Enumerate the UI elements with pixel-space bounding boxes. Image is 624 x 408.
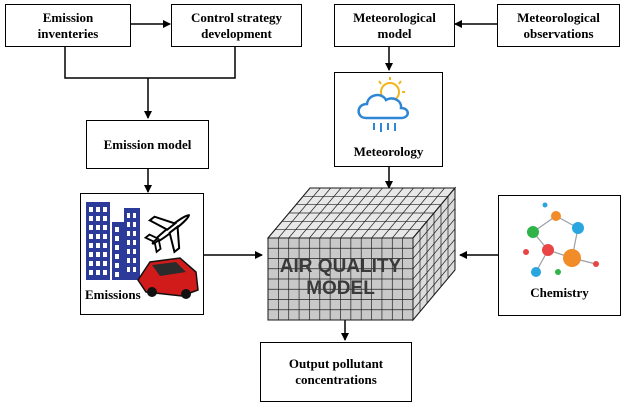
- emissions-box: [80, 193, 204, 315]
- cloud-sun-rain-icon: [357, 77, 409, 132]
- meteorological-model-label: Meteorological model: [353, 9, 436, 41]
- chemistry-label: Chemistry: [530, 285, 589, 300]
- output-box: Output pollutant concentrations: [260, 342, 412, 402]
- merge-line-left: [64, 46, 236, 79]
- airplane-icon: [143, 214, 191, 254]
- grid-cube-icon: [266, 186, 457, 322]
- buildings-icon: [86, 202, 140, 280]
- meteorological-observations-box: Meteorological observations: [497, 4, 620, 47]
- molecules-icon: [523, 202, 599, 277]
- air-quality-line1: AIR QUALITY: [279, 256, 402, 277]
- air-quality-line2: MODEL: [306, 278, 375, 299]
- chemistry-box: Chemistry: [498, 195, 621, 316]
- air-quality-model-title: AIR QUALITY MODEL: [268, 256, 413, 300]
- emissions-label: Emissions: [85, 287, 141, 302]
- output-label: Output pollutant concentrations: [288, 356, 384, 387]
- control-strategy-label: Control strategy development: [190, 9, 283, 41]
- car-icon: [137, 257, 199, 299]
- control-strategy-box: Control strategy development: [171, 4, 302, 47]
- meteorological-observations-label: Meteorological observations: [517, 9, 600, 41]
- meteorology-label: Meteorology: [353, 144, 424, 159]
- emission-inventeries-label: Emission inventeries: [37, 9, 99, 41]
- emission-model-box: Emission model: [86, 120, 209, 169]
- emission-inventeries-box: Emission inventeries: [5, 4, 131, 47]
- emission-model-label: Emission model: [103, 136, 192, 152]
- meteorology-box: Meteorology: [334, 72, 443, 167]
- meteorological-model-box: Meteorological model: [334, 4, 455, 47]
